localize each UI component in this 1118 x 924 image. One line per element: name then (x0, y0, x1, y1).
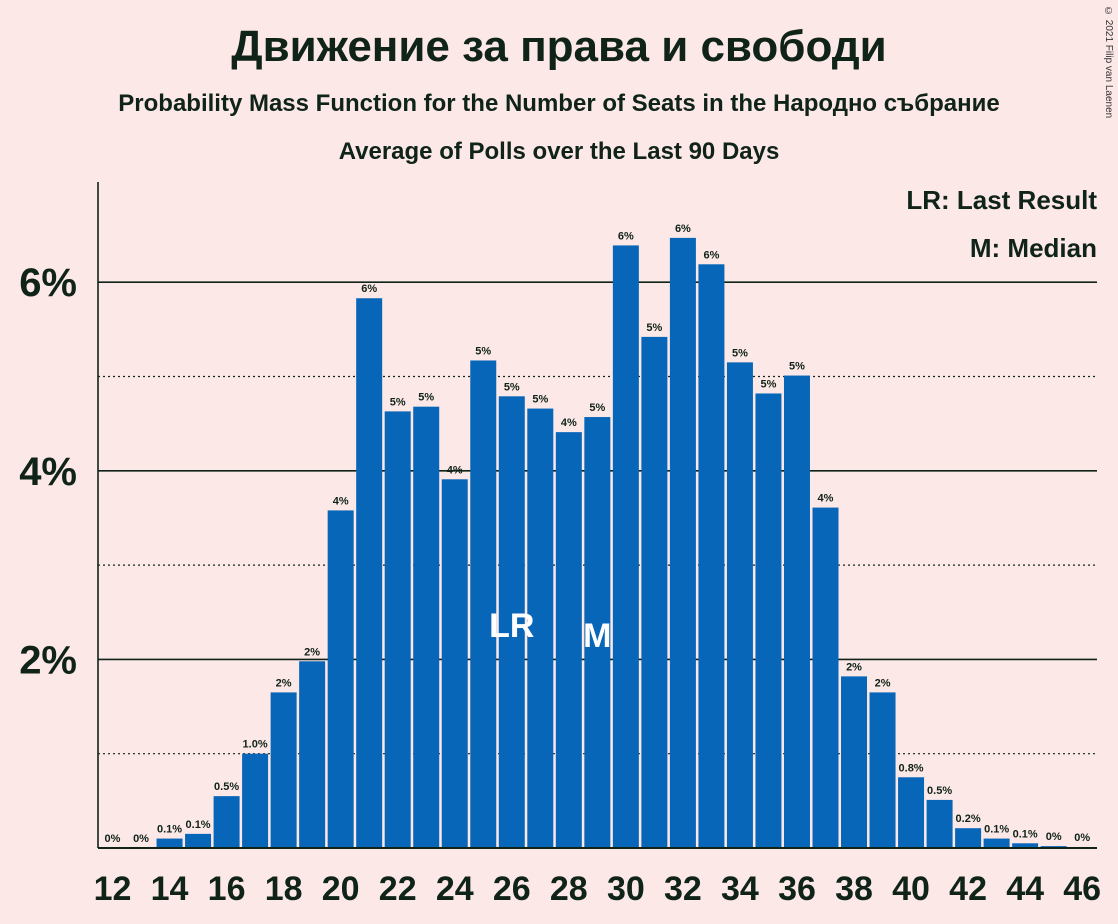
bar-seat-39 (869, 692, 896, 848)
data-label: 0% (105, 833, 121, 845)
x-tick-label: 12 (94, 870, 132, 908)
data-label: 6% (703, 249, 719, 261)
data-label: 5% (789, 361, 805, 373)
bar-seat-22 (384, 411, 411, 848)
x-tick-label: 42 (949, 870, 987, 908)
data-label: 0% (133, 833, 149, 845)
x-tick-label: 44 (1006, 870, 1044, 908)
bar-seat-25 (470, 360, 497, 848)
data-label: 5% (732, 347, 748, 359)
data-label: 2% (304, 646, 320, 658)
bar-seat-43 (983, 838, 1010, 848)
bar-seat-38 (841, 676, 868, 848)
data-label: 4% (333, 495, 349, 507)
data-label: 5% (532, 394, 548, 406)
bar-seat-29 (584, 417, 611, 848)
bar-seat-42 (955, 828, 982, 848)
bar-seat-21 (356, 298, 383, 849)
bar-seat-26 (498, 396, 525, 848)
y-tick-label: 2% (19, 638, 77, 682)
x-tick-label: 26 (493, 870, 531, 908)
legend-last-result: LR: Last Result (906, 185, 1097, 215)
bar-seat-44 (1012, 843, 1039, 848)
data-label: 4% (561, 417, 577, 429)
x-tick-label: 36 (778, 870, 816, 908)
copyright-notice: © 2021 Filip van Laenen (1103, 6, 1114, 119)
chart-subtitle: Probability Mass Function for the Number… (118, 90, 1000, 117)
data-label: 4% (447, 464, 463, 476)
bar-seat-30 (612, 245, 639, 849)
data-label: 1.0% (243, 739, 268, 751)
bar-seat-36 (783, 375, 810, 848)
data-label: 6% (675, 223, 691, 235)
x-tick-label: 28 (550, 870, 588, 908)
x-tick-label: 24 (436, 870, 474, 908)
data-label: 5% (589, 402, 605, 414)
data-label: 0.1% (984, 824, 1009, 836)
data-label: 4% (818, 493, 834, 505)
legend-median: M: Median (970, 233, 1097, 263)
bar-seat-41 (926, 799, 953, 848)
bar-seat-37 (812, 507, 839, 848)
x-tick-label: 34 (721, 870, 759, 908)
data-label: 2% (276, 677, 292, 689)
data-label: 0.2% (956, 813, 981, 825)
data-label: 6% (361, 283, 377, 295)
bar-seat-31 (641, 336, 668, 848)
data-label: 0.1% (1013, 828, 1038, 840)
axes (97, 182, 1097, 849)
x-tick-label: 32 (664, 870, 702, 908)
chart-subtitle-secondary: Average of Polls over the Last 90 Days (338, 138, 780, 165)
bar-seat-32 (669, 237, 696, 848)
data-label: 0.5% (214, 781, 239, 793)
data-label: 5% (475, 345, 491, 357)
bar-seat-17 (242, 753, 269, 848)
data-label: 5% (504, 381, 520, 393)
bar-seat-19 (299, 661, 326, 848)
bar-seat-16 (213, 796, 240, 848)
data-label: 5% (646, 322, 662, 334)
x-tick-label: 38 (835, 870, 873, 908)
bar-seat-15 (185, 833, 212, 848)
chart-title: Движение за права и свободи (231, 22, 887, 71)
x-tick-label: 30 (607, 870, 645, 908)
x-tick-label: 22 (379, 870, 417, 908)
data-label: 2% (846, 661, 862, 673)
data-label: 6% (618, 230, 634, 242)
bar-seat-33 (698, 264, 725, 849)
median-marker: M (583, 617, 611, 655)
bars (156, 237, 1096, 849)
data-label: 5% (761, 378, 777, 390)
bar-seat-28 (555, 432, 582, 848)
last-result-marker: LR (489, 607, 534, 645)
x-tick-label: 20 (322, 870, 360, 908)
y-tick-label: 6% (19, 261, 77, 305)
x-tick-label: 46 (1063, 870, 1101, 908)
bar-seat-27 (527, 408, 554, 848)
data-label: 2% (875, 677, 891, 689)
bar-seat-14 (156, 838, 183, 848)
data-label: 0% (1046, 831, 1062, 843)
bar-seat-23 (413, 406, 440, 848)
bar-seat-35 (755, 393, 782, 848)
y-tick-label: 4% (19, 450, 77, 494)
x-tick-label: 40 (892, 870, 930, 908)
bar-seat-24 (441, 479, 468, 848)
data-label: 5% (418, 392, 434, 404)
bar-seat-34 (726, 362, 753, 848)
data-label: 0.5% (927, 785, 952, 797)
x-tick-label: 18 (265, 870, 303, 908)
x-tick-label: 16 (208, 870, 246, 908)
data-label: 0.1% (157, 824, 182, 836)
bar-seat-40 (898, 777, 925, 848)
bar-seat-18 (270, 692, 297, 848)
data-label: 5% (390, 396, 406, 408)
data-label: 0% (1074, 832, 1090, 844)
x-tick-label: 14 (151, 870, 189, 908)
bar-seat-20 (327, 510, 354, 848)
data-label: 0.1% (186, 819, 211, 831)
data-label: 0.8% (899, 762, 924, 774)
labels: 2% 4% 6% 0% 0% 0.1% 0.1% 0.5% 1.0% 2% 2% 4% 6% 5% 5% 4%… (19, 223, 1101, 908)
